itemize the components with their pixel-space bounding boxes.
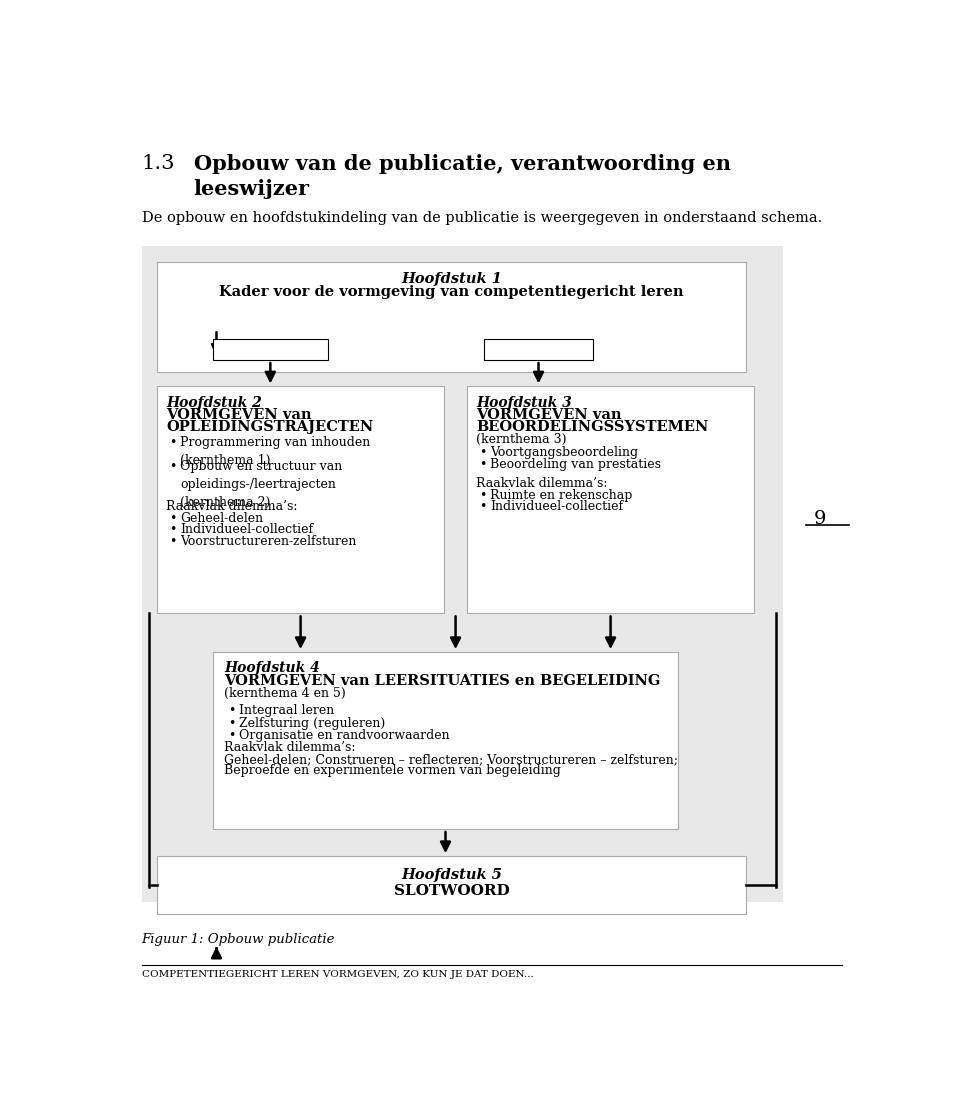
Text: Ruimte en rekenschap: Ruimte en rekenschap <box>491 489 633 501</box>
Text: Zelfsturing (reguleren): Zelfsturing (reguleren) <box>239 716 386 730</box>
Text: Voorstructureren-zelfsturen: Voorstructureren-zelfsturen <box>180 534 357 548</box>
Bar <box>157 261 746 372</box>
Text: SLOTWOORD: SLOTWOORD <box>394 884 510 898</box>
Text: Kader voor de vormgeving van competentiegericht leren: Kader voor de vormgeving van competentie… <box>220 284 684 299</box>
Bar <box>142 246 783 903</box>
Text: De opbouw en hoofdstukindeling van de publicatie is weergegeven in onderstaand s: De opbouw en hoofdstukindeling van de pu… <box>142 210 822 225</box>
Text: Voortgangsbeoordeling: Voortgangsbeoordeling <box>491 446 638 460</box>
Text: VORMGEVEN van: VORMGEVEN van <box>166 408 312 422</box>
Text: Hoofdstuk 2: Hoofdstuk 2 <box>166 396 262 410</box>
Bar <box>213 652 678 829</box>
Bar <box>213 338 327 360</box>
Text: Hoofdstuk 4: Hoofdstuk 4 <box>224 661 320 676</box>
Text: Hoofdstuk 1: Hoofdstuk 1 <box>401 272 502 287</box>
Text: 1.3: 1.3 <box>142 154 175 173</box>
Text: OPLEIDINGSTRAJECTEN: OPLEIDINGSTRAJECTEN <box>166 420 373 434</box>
Text: VORMGEVEN van LEERSITUATIES en BEGELEIDING: VORMGEVEN van LEERSITUATIES en BEGELEIDI… <box>224 674 660 689</box>
Text: (kernthema 4 en 5): (kernthema 4 en 5) <box>224 688 346 701</box>
Text: Integraal leren: Integraal leren <box>239 704 335 717</box>
Text: •: • <box>170 435 177 449</box>
Text: VORMGEVEN van: VORMGEVEN van <box>476 408 622 422</box>
Text: Geheel-delen; Construeren – reflecteren; Voorstructureren – zelfsturen;: Geheel-delen; Construeren – reflecteren;… <box>224 753 678 766</box>
Bar <box>468 387 754 614</box>
Text: •: • <box>228 716 236 730</box>
Text: •: • <box>480 500 487 514</box>
Text: •: • <box>170 511 177 525</box>
Text: •: • <box>480 446 487 460</box>
Text: Figuur 1: Opbouw publicatie: Figuur 1: Opbouw publicatie <box>142 933 335 946</box>
Bar <box>157 387 444 614</box>
Text: Individueel-collectief: Individueel-collectief <box>491 500 624 514</box>
Bar <box>157 856 746 914</box>
Bar <box>484 338 592 360</box>
Text: BEOORDELINGSSYSTEMEN: BEOORDELINGSSYSTEMEN <box>476 420 708 434</box>
Text: •: • <box>228 730 236 742</box>
Text: Hoofdstuk 3: Hoofdstuk 3 <box>476 396 572 410</box>
Text: Raakvlak dilemma’s:: Raakvlak dilemma’s: <box>476 477 608 490</box>
Text: Opbouw en structuur van
opleidings-/leertrajecten
(kernthema 2): Opbouw en structuur van opleidings-/leer… <box>180 461 343 509</box>
Text: •: • <box>170 461 177 473</box>
Text: Beoordeling van prestaties: Beoordeling van prestaties <box>491 458 661 471</box>
Text: Raakvlak dilemma’s:: Raakvlak dilemma’s: <box>224 742 355 754</box>
Text: Hoofdstuk 5: Hoofdstuk 5 <box>401 868 502 883</box>
Text: •: • <box>480 458 487 471</box>
Text: Organisatie en randvoorwaarden: Organisatie en randvoorwaarden <box>239 730 450 742</box>
Text: •: • <box>480 489 487 501</box>
Text: 9: 9 <box>814 509 827 528</box>
Text: Opbouw van de publicatie, verantwoording en
leeswijzer: Opbouw van de publicatie, verantwoording… <box>194 154 731 198</box>
Text: Raakvlak dilemma’s:: Raakvlak dilemma’s: <box>166 500 298 514</box>
Text: Beproefde en experimentele vormen van begeleiding: Beproefde en experimentele vormen van be… <box>224 765 561 777</box>
Text: •: • <box>228 704 236 717</box>
Text: Geheel-delen: Geheel-delen <box>180 511 264 525</box>
Text: (kernthema 3): (kernthema 3) <box>476 433 567 445</box>
Text: 5 kernthema’s: 5 kernthema’s <box>493 342 584 355</box>
Text: Individueel-collectief: Individueel-collectief <box>180 523 314 537</box>
Text: COMPETENTIEGERICHT LEREN VORMGEVEN, ZO KUN JE DAT DOEN...: COMPETENTIEGERICHT LEREN VORMGEVEN, ZO K… <box>142 970 534 979</box>
Text: Integrale aanpak: Integrale aanpak <box>216 342 324 355</box>
Text: Programmering van inhouden
(kernthema 1): Programmering van inhouden (kernthema 1) <box>180 435 371 466</box>
Text: •: • <box>170 523 177 537</box>
Text: •: • <box>170 534 177 548</box>
